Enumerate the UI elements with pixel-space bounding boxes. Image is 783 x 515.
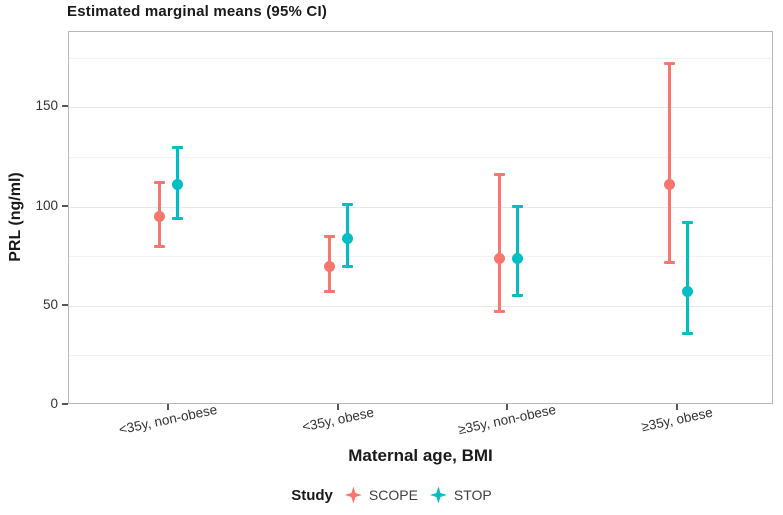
- legend-item-stop: STOP: [429, 486, 492, 504]
- y-tick-label: 150: [35, 98, 58, 114]
- ci-line-scope: [497, 174, 501, 312]
- ci-cap-stop: [681, 220, 693, 224]
- gridline-minor: [69, 355, 772, 357]
- x-axis-tick: [166, 404, 169, 410]
- y-axis-tick: [62, 105, 68, 108]
- gridline-minor: [69, 156, 772, 158]
- ci-cap-stop: [681, 332, 693, 336]
- mean-point-scope: [663, 179, 675, 191]
- y-tick-label: 100: [35, 197, 58, 213]
- gridline-minor: [69, 256, 772, 258]
- plot-panel: [68, 31, 773, 404]
- legend-item-scope: SCOPE: [344, 486, 418, 504]
- ci-cap-stop: [511, 205, 523, 209]
- scope-marker-icon: [344, 486, 362, 504]
- legend-label-scope: SCOPE: [368, 487, 418, 503]
- ci-cap-scope: [324, 290, 336, 294]
- ci-cap-stop: [511, 294, 523, 298]
- ci-cap-scope: [663, 62, 675, 66]
- x-axis-tick: [676, 404, 679, 410]
- mean-point-scope: [493, 252, 505, 264]
- x-axis-title: Maternal age, BMI: [348, 446, 493, 465]
- ci-cap-stop: [172, 145, 184, 149]
- chart-title: Estimated marginal means (95% CI): [67, 3, 328, 20]
- legend-title: Study: [291, 486, 333, 504]
- x-axis-tick: [506, 404, 509, 410]
- ci-cap-stop: [342, 203, 354, 207]
- y-axis-tick: [62, 204, 68, 207]
- mean-point-scope: [324, 260, 336, 272]
- ci-line-stop: [515, 206, 519, 296]
- mean-point-scope: [154, 211, 166, 223]
- gridline-major: [69, 305, 772, 307]
- gridline-major: [69, 206, 772, 208]
- y-tick-label: 50: [42, 296, 58, 312]
- ci-line-stop: [685, 222, 689, 334]
- ci-cap-scope: [324, 234, 336, 238]
- gridline-major: [69, 107, 772, 109]
- y-axis-tick: [62, 403, 68, 405]
- mean-point-stop: [681, 286, 693, 298]
- stop-marker-icon: [429, 486, 447, 504]
- legend-label-stop: STOP: [453, 487, 492, 503]
- y-tick-label: 0: [50, 396, 58, 411]
- ci-cap-scope: [663, 260, 675, 264]
- ci-line-scope: [667, 63, 671, 263]
- mean-point-stop: [172, 179, 184, 191]
- mean-point-stop: [511, 252, 523, 264]
- ci-cap-stop: [342, 264, 354, 268]
- ci-cap-stop: [172, 217, 184, 220]
- ci-cap-scope: [493, 310, 505, 314]
- y-axis-title: PRL (ng/ml): [7, 172, 24, 262]
- gridline-minor: [69, 57, 772, 59]
- mean-point-stop: [342, 232, 354, 244]
- ci-cap-scope: [154, 244, 166, 248]
- legend: Study SCOPE STOP: [0, 483, 783, 507]
- ci-cap-scope: [154, 181, 166, 185]
- x-axis-tick: [336, 404, 339, 410]
- y-axis-tick: [62, 303, 68, 306]
- ci-cap-scope: [493, 173, 505, 177]
